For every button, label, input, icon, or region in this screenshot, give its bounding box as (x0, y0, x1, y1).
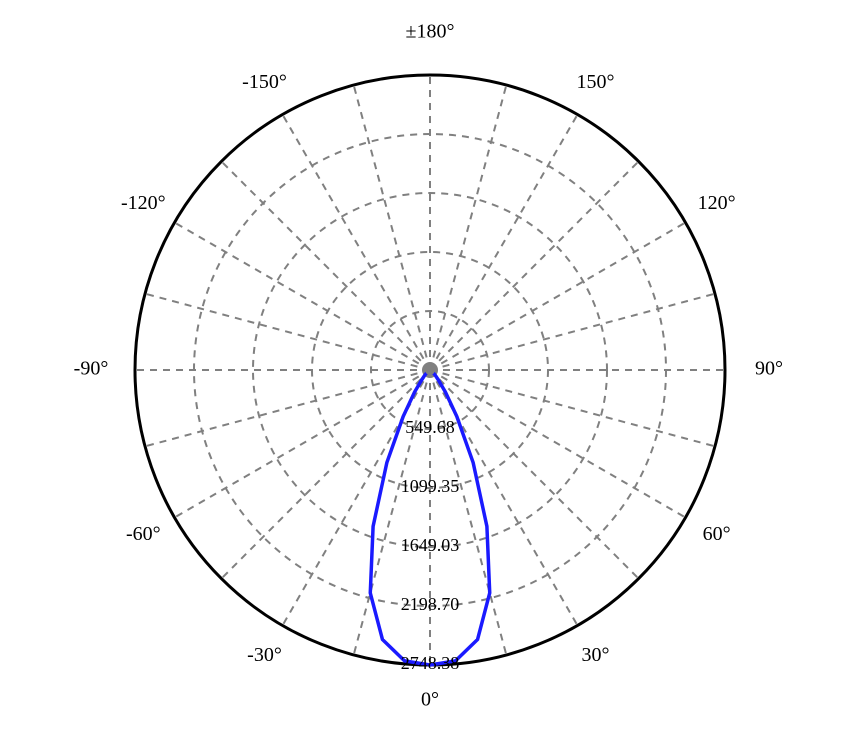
angle-label: 150° (577, 71, 615, 93)
ring-label: 2198.70 (401, 594, 460, 614)
angle-label: 120° (698, 192, 736, 214)
polar-chart: 549.68 1099.35 1649.03 2198.70 2748.38 0° 30° 6… (0, 0, 858, 735)
angle-label: -150° (242, 71, 287, 93)
angle-label: -90° (74, 358, 109, 380)
center-dot (425, 365, 435, 375)
angle-label: 30° (582, 644, 610, 666)
angle-label: -60° (126, 523, 161, 545)
ring-label: 2748.38 (401, 653, 460, 673)
angle-label: ±180° (406, 21, 455, 43)
angle-label: -120° (121, 192, 166, 214)
angle-label: 0° (421, 689, 439, 711)
ring-label: 1099.35 (401, 476, 460, 496)
angle-label: -30° (247, 644, 282, 666)
ring-label: 549.68 (405, 417, 455, 437)
ring-label: 1649.03 (401, 535, 460, 555)
angle-label: 90° (755, 358, 783, 380)
angle-label: 60° (703, 523, 731, 545)
